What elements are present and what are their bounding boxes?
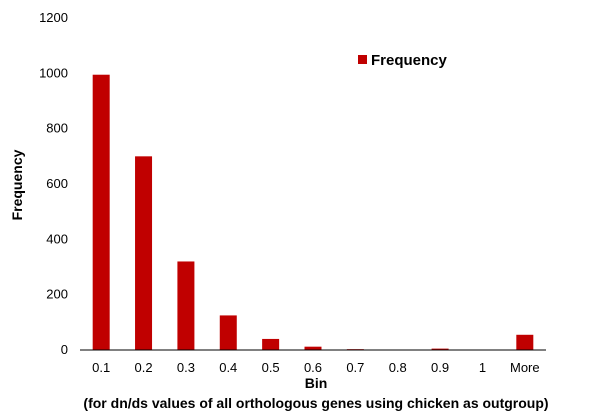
y-tick-label: 200 [46,287,68,302]
y-axis-ticks: 0 200 400 600 800 1000 1200 [39,10,68,357]
y-tick-label: 600 [46,176,68,191]
x-tick-label: 0.6 [304,360,322,375]
legend-label: Frequency [371,52,448,69]
x-axis-title: Bin [305,375,328,391]
bar-0.1 [92,74,110,350]
x-tick-label: 0.8 [389,360,407,375]
y-tick-label: 400 [46,231,68,246]
bar-0.5 [262,338,280,350]
x-tick-label: 0.2 [135,360,153,375]
x-tick-label: 0.7 [346,360,364,375]
x-tick-label: More [510,360,540,375]
y-axis-title: Frequency [9,149,25,220]
x-tick-label: 1 [479,360,486,375]
bars-group [92,74,534,350]
x-tick-label: 0.9 [431,360,449,375]
y-tick-label: 800 [46,121,68,136]
legend: Frequency [358,52,448,69]
x-tick-label: 0.4 [219,360,237,375]
x-tick-label: 0.1 [92,360,110,375]
x-tick-label: 0.3 [177,360,195,375]
bar-0.3 [177,261,195,350]
y-tick-label: 0 [61,342,68,357]
x-axis-ticks: 0.1 0.2 0.3 0.4 0.5 0.6 0.7 0.8 0.9 1 More [92,360,539,375]
bar-0.9 [431,348,449,350]
bar-More [516,334,534,350]
legend-swatch [358,55,367,64]
y-tick-label: 1200 [39,10,68,25]
x-axis-subtitle: (for dn/ds values of all orthologous gen… [83,395,548,411]
x-tick-label: 0.5 [262,360,280,375]
bar-0.6 [304,346,322,350]
bar-0.4 [219,315,237,350]
bar-0.2 [135,156,153,350]
y-tick-label: 1000 [39,65,68,80]
